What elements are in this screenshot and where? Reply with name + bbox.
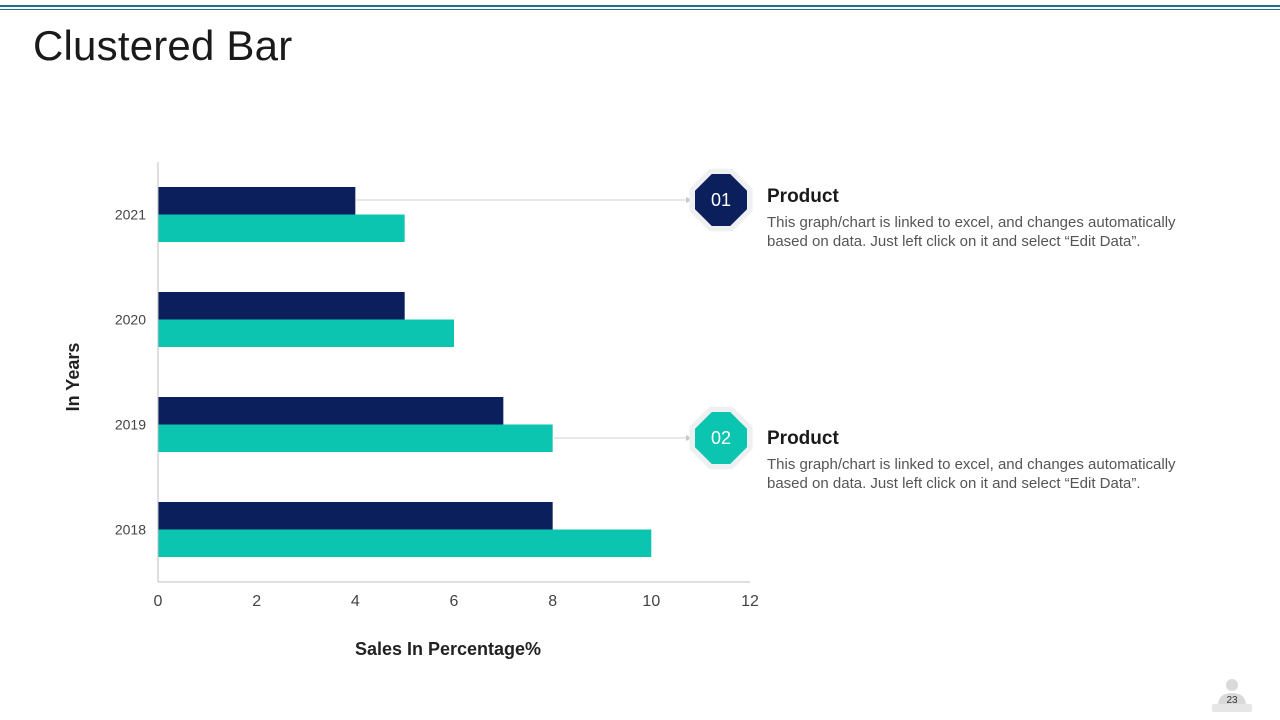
badge-02-number: 02 xyxy=(711,428,731,448)
y-tick-label-2021: 2021 xyxy=(115,207,146,223)
slide-title: Clustered Bar xyxy=(33,22,293,69)
bar-2018-series-2 xyxy=(158,529,652,557)
y-tick-labels: 2018 2019 2020 2021 xyxy=(115,207,146,538)
y-axis-label: In Years xyxy=(63,343,83,412)
callout-02-heading: Product xyxy=(767,428,839,449)
callout-01-text: This graph/chart is linked to excel, and… xyxy=(767,214,1176,250)
bar-2018-series-1 xyxy=(158,502,553,530)
connector-arrow-2 xyxy=(686,435,692,441)
x-tick-labels: 0 2 4 6 8 10 12 xyxy=(154,593,759,610)
badge-02: 02 xyxy=(689,406,753,470)
badge-02-octagon xyxy=(695,412,747,464)
badge-01: 01 xyxy=(689,168,753,232)
x-tick-label-6: 6 xyxy=(450,593,459,610)
bar-2019-series-1 xyxy=(158,397,504,425)
x-tick-label-12: 12 xyxy=(741,593,759,610)
x-tick-label-0: 0 xyxy=(154,593,163,610)
bar-2020-series-1 xyxy=(158,292,405,320)
x-tick-label-10: 10 xyxy=(642,593,660,610)
top-rule xyxy=(0,5,1280,7)
bar-2021-series-2 xyxy=(158,214,405,242)
x-tick-label-2: 2 xyxy=(252,593,261,610)
x-axis-label: Sales In Percentage% xyxy=(355,639,541,659)
badge-01-octagon xyxy=(695,174,747,226)
callout-01-heading: Product xyxy=(767,186,839,207)
x-tick-label-8: 8 xyxy=(548,593,557,610)
bars-layer xyxy=(158,187,652,557)
y-tick-label-2018: 2018 xyxy=(115,522,146,538)
bar-2021-series-1 xyxy=(158,187,356,215)
presenter-icon xyxy=(1212,679,1252,712)
y-tick-label-2020: 2020 xyxy=(115,312,146,328)
page-number: 23 xyxy=(1226,695,1238,706)
y-tick-label-2019: 2019 xyxy=(115,417,146,433)
bar-2020-series-2 xyxy=(158,319,454,347)
callout-02-text: This graph/chart is linked to excel, and… xyxy=(767,456,1176,492)
connector-arrow-1 xyxy=(686,197,692,203)
badge-01-number: 01 xyxy=(711,190,731,210)
bar-2019-series-2 xyxy=(158,424,553,452)
x-tick-label-4: 4 xyxy=(351,593,360,610)
top-rule-thin xyxy=(0,9,1280,10)
